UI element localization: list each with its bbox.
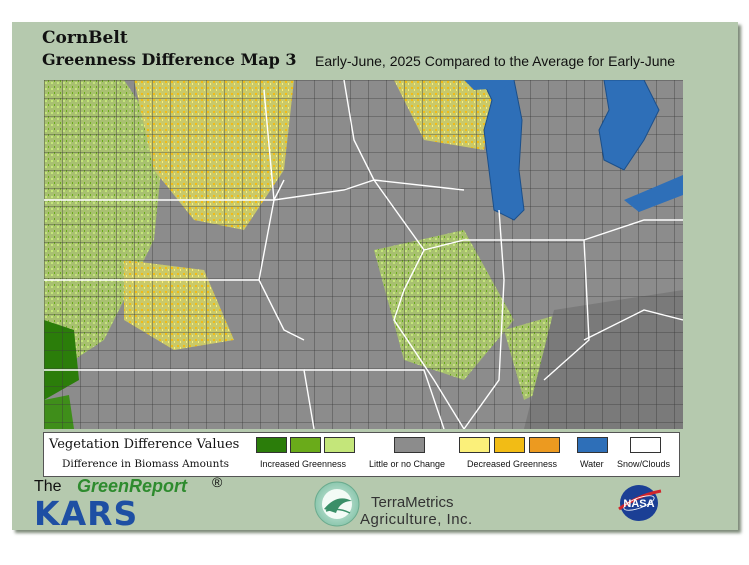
map-graphic xyxy=(44,80,683,429)
map-subtitle: Early-June, 2025 Compared to the Average… xyxy=(315,53,676,69)
legend-swatch xyxy=(577,437,608,453)
legend: Vegetation Difference Values Difference … xyxy=(43,432,680,477)
legend-swatch xyxy=(494,437,525,453)
legend-title: Vegetation Difference Values xyxy=(49,437,240,452)
legend-label: Increased Greenness xyxy=(260,459,347,469)
lake-superior xyxy=(464,80,514,90)
legend-swatch xyxy=(324,437,355,453)
legend-swatch xyxy=(459,437,490,453)
state-boundaries xyxy=(44,80,683,429)
map-panel: CornBelt Greenness Difference Map 3 Earl… xyxy=(12,22,738,533)
legend-swatch xyxy=(394,437,425,453)
lake-erie xyxy=(624,175,683,212)
legend-label: Decreased Greenness xyxy=(467,459,558,469)
legend-swatch xyxy=(630,437,661,453)
county-boundaries xyxy=(44,80,683,429)
nasa-logo-text: NASA xyxy=(623,498,654,510)
greenreport-logo-text: GreenReport xyxy=(77,476,188,496)
legend-swatch xyxy=(256,437,287,453)
lake-huron xyxy=(598,80,660,171)
region-title: CornBelt xyxy=(42,28,128,48)
legend-subtitle: Difference in Biomass Amounts xyxy=(62,458,230,470)
legend-label: Snow/Clouds xyxy=(617,459,671,469)
nasa-logo-icon: NASA xyxy=(618,485,662,521)
terrametrics-subname: Agriculture, Inc. xyxy=(360,511,473,528)
terrametrics-name: TerraMetrics xyxy=(371,494,454,511)
registered-mark: ® xyxy=(212,474,223,490)
the-text: The xyxy=(34,478,62,495)
legend-swatch xyxy=(290,437,321,453)
greenness-map xyxy=(44,80,683,429)
legend-swatch xyxy=(529,437,560,453)
map-title: Greenness Difference Map 3 xyxy=(42,50,297,69)
kars-logo: KARS xyxy=(34,494,139,533)
lake-michigan xyxy=(481,80,525,221)
legend-label: Little or no Change xyxy=(369,459,446,469)
terrametrics-logo-icon xyxy=(314,481,360,527)
legend-label: Water xyxy=(580,459,604,469)
